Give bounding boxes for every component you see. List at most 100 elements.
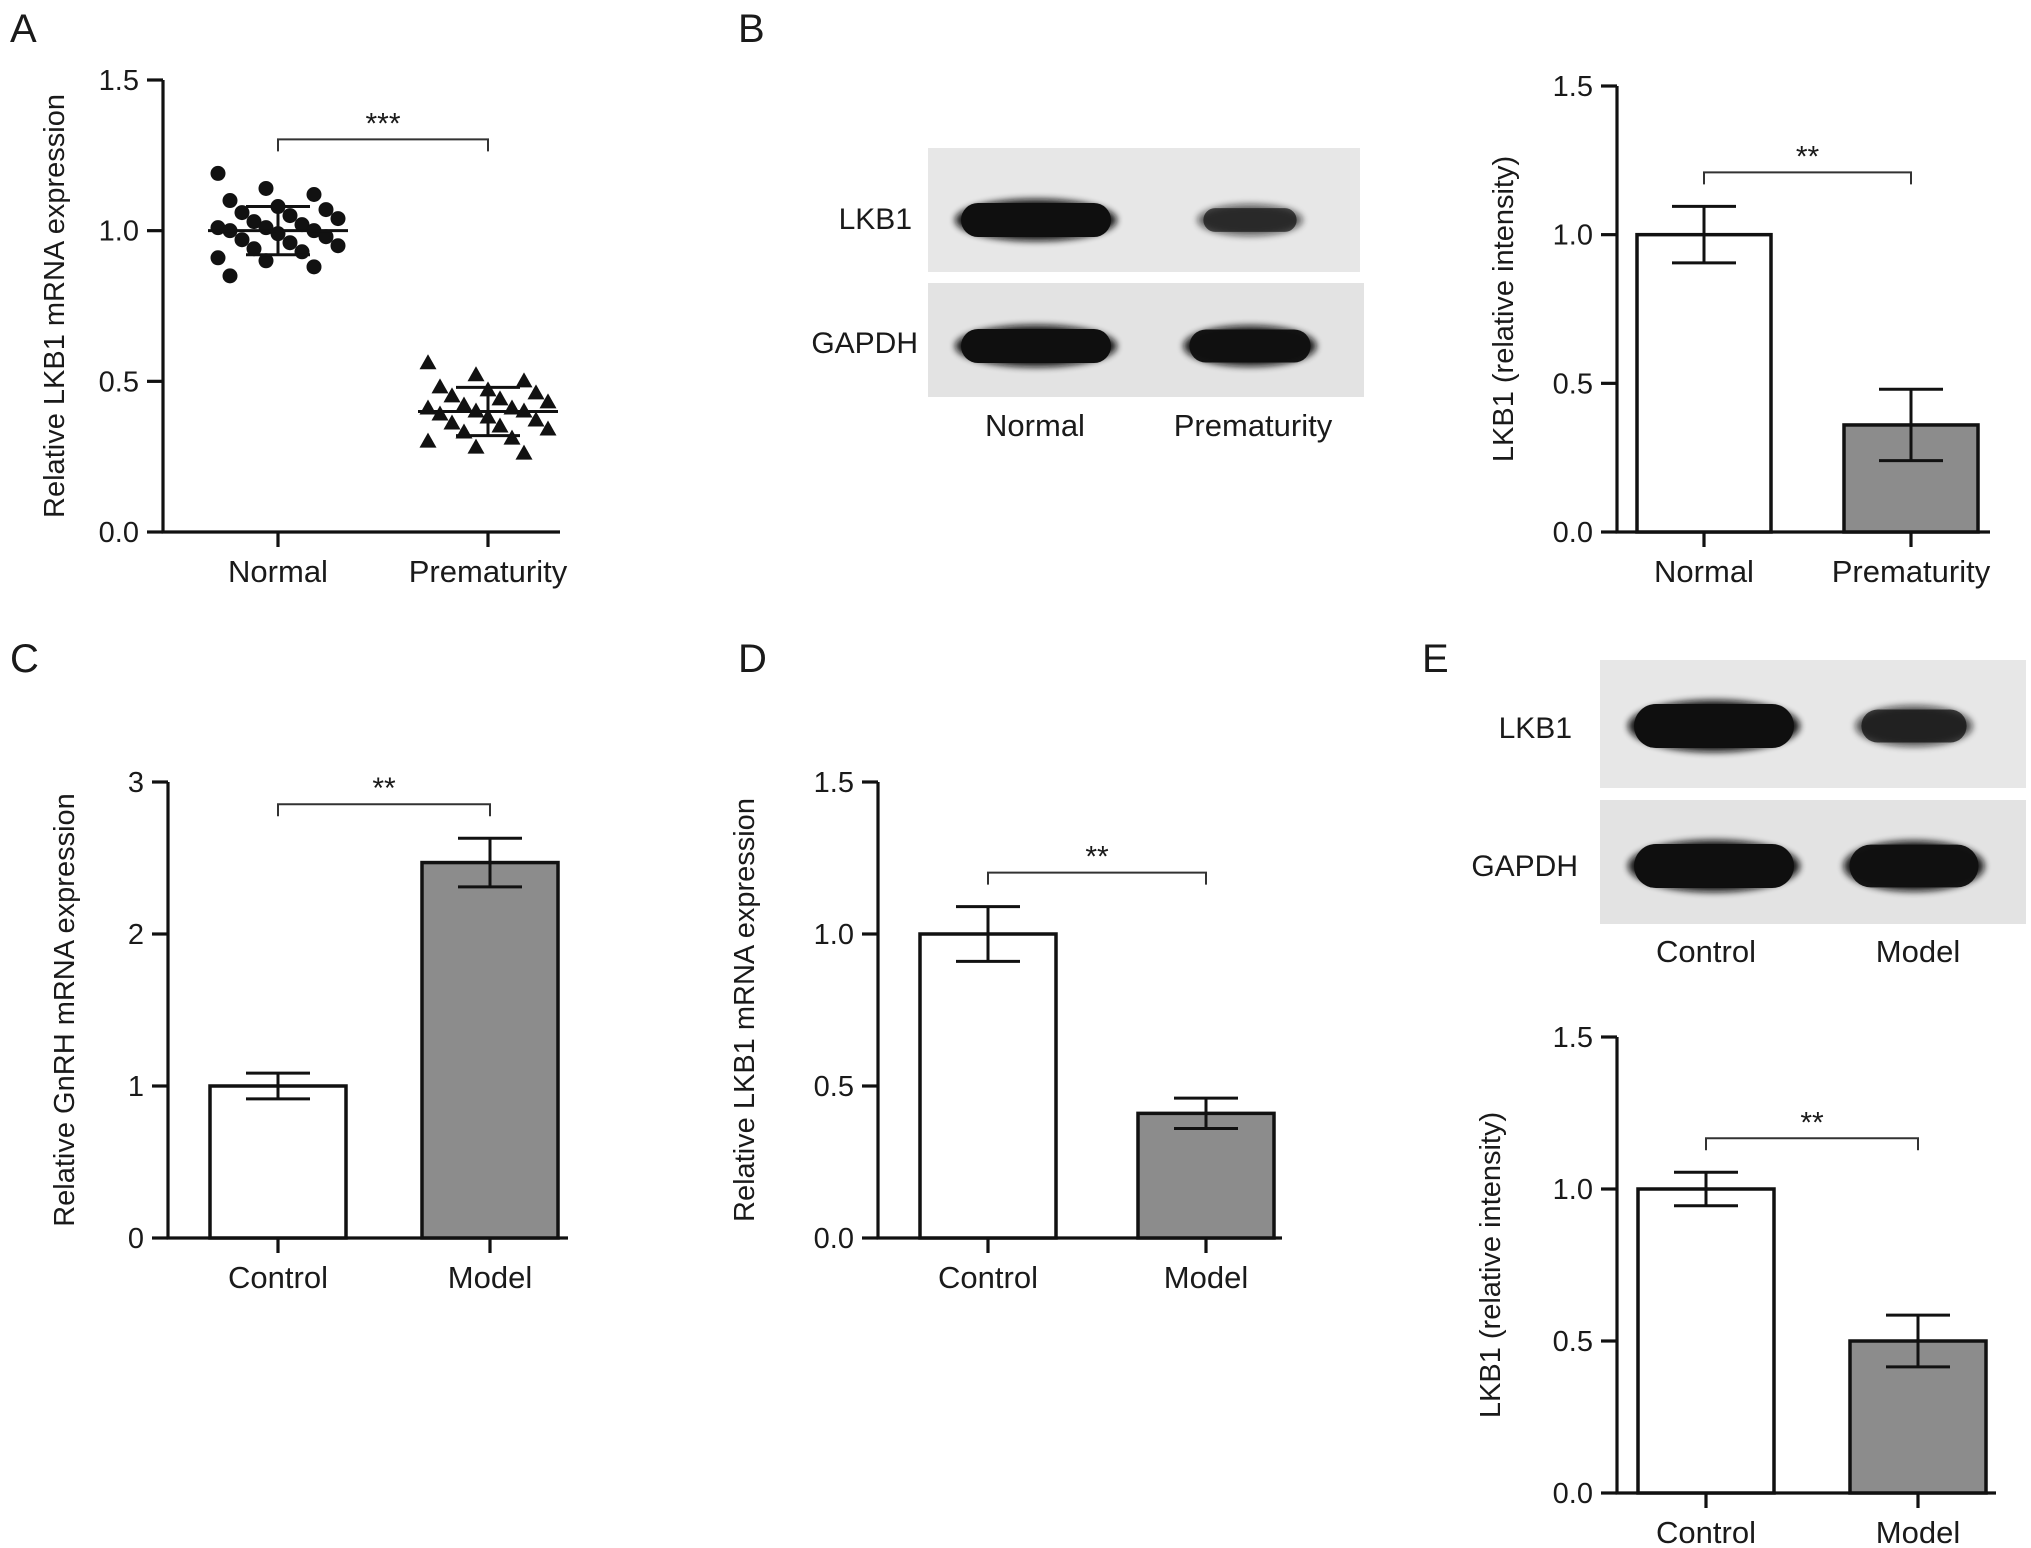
chart-a-point-prematurity (443, 414, 461, 430)
blot-e-lane-label-control: Control (1656, 934, 1756, 969)
blot-e-lane-label-model: Model (1876, 934, 1960, 969)
western-blot-e: LKB1 GAPDH Control Model (1471, 660, 2026, 969)
chart-a-point-normal (318, 202, 334, 218)
chart-c-x-label-model: Model (448, 1260, 532, 1295)
chart-c-y-tick-label: 1 (128, 1071, 144, 1103)
chart-b-x-label-prematurity: Prematurity (1832, 554, 1991, 589)
chart-a-point-normal (282, 235, 298, 251)
chart-b-bar: 0.0 0.5 1.0 1.5 Normal Prematurity LKB1 (relat… (1488, 71, 1991, 589)
chart-a-point-normal (222, 268, 238, 284)
chart-a-point-prematurity (515, 444, 533, 460)
chart-c-bar: 0 1 2 3 Control Model Relative GnRH mRNA expre… (49, 767, 568, 1295)
chart-a-point-prematurity (503, 429, 521, 445)
panel-letter-c: C (10, 637, 39, 681)
chart-a-y-tick-label: 0.0 (99, 517, 139, 549)
blot-e-row-label-gapdh: GAPDH (1471, 850, 1578, 883)
chart-a-point-prematurity (539, 393, 557, 409)
chart-b-significance-stars: ** (1796, 140, 1820, 173)
chart-b-bar-normal (1635, 232, 1773, 534)
blot-b-lane-label-normal: Normal (985, 408, 1085, 443)
panel-letter-a: A (10, 7, 37, 51)
chart-c-bar-control (208, 1084, 348, 1240)
chart-e-x-label-model: Model (1876, 1515, 1960, 1548)
chart-d-y-tick-label: 0.5 (814, 1071, 854, 1103)
chart-a-point-prematurity (431, 378, 449, 394)
chart-d-significance-stars: ** (1085, 841, 1109, 874)
chart-a-point-prematurity (455, 396, 473, 412)
chart-a-significance-stars: *** (365, 107, 400, 140)
chart-a-point-normal (318, 229, 334, 245)
blot-e-bands (1628, 700, 1985, 892)
blot-e-band-core-lkb1-model (1861, 709, 1967, 743)
chart-a-x-label-normal: Normal (228, 554, 328, 589)
chart-c-bar-model (420, 860, 560, 1240)
chart-e-y-axis-title: LKB1 (relative intensity) (1475, 1112, 1507, 1418)
blot-b-band-core-lkb1-prematurity (1203, 208, 1297, 232)
chart-a-point-normal (222, 193, 238, 209)
chart-b-y-tick-label: 0.0 (1553, 517, 1593, 549)
chart-a-point-normal (306, 259, 322, 275)
blot-b-band-core-lkb1-normal (961, 203, 1111, 237)
chart-e-significance-bracket (1705, 1137, 1919, 1151)
chart-a-significance-bracket (277, 138, 489, 152)
chart-b-y-tick-label: 1.0 (1553, 220, 1593, 252)
chart-a-x-label-prematurity: Prematurity (409, 554, 568, 589)
chart-c-y-axis-title: Relative GnRH mRNA expression (49, 793, 81, 1227)
chart-a-point-prematurity (419, 432, 437, 448)
blot-b-row-label-gapdh: GAPDH (811, 327, 918, 360)
blot-e-row-label-lkb1: LKB1 (1499, 712, 1572, 745)
chart-a-point-prematurity (419, 354, 437, 370)
chart-d-bar-control (918, 932, 1058, 1240)
chart-a-point-prematurity (467, 438, 485, 454)
chart-c-y-tick-label: 0 (128, 1223, 144, 1255)
chart-a-y-axis-title: Relative LKB1 mRNA expression (39, 94, 71, 518)
chart-e-y-tick-label: 0.5 (1553, 1326, 1593, 1358)
chart-c-significance-bracket (277, 803, 491, 817)
chart-a-point-normal (210, 250, 226, 266)
chart-e-bar: 0.0 0.5 1.0 1.5 Control Model LKB1 (relative i… (1475, 1022, 1996, 1548)
chart-e-x-label-control: Control (1656, 1515, 1756, 1548)
chart-e-significance-stars: ** (1800, 1106, 1824, 1139)
chart-c-y-tick-label: 3 (128, 767, 144, 799)
chart-e-y-tick-label: 1.5 (1553, 1022, 1593, 1054)
western-blot-b: LKB1 GAPDH Normal Prematurity (811, 148, 1364, 443)
chart-b-y-tick-label: 0.5 (1553, 368, 1593, 400)
chart-a-point-normal (306, 187, 322, 203)
chart-a-point-normal (210, 165, 226, 181)
chart-a-point-prematurity (527, 411, 545, 427)
chart-c-significance-stars: ** (372, 772, 396, 805)
blot-b-row-label-lkb1: LKB1 (839, 203, 912, 236)
chart-a-point-normal (330, 211, 346, 227)
blot-e-band-core-gapdh-control (1634, 844, 1794, 888)
chart-a-point-prematurity (515, 372, 533, 388)
chart-a-point-normal (258, 180, 274, 196)
chart-d-y-tick-label: 1.5 (814, 767, 854, 799)
chart-d-y-tick-label: 1.0 (814, 919, 854, 951)
chart-a-y-tick-label: 1.0 (99, 216, 139, 248)
chart-e-bar-control (1636, 1187, 1776, 1495)
chart-a-point-normal (294, 217, 310, 233)
chart-d-x-label-control: Control (938, 1260, 1038, 1295)
chart-b-y-tick-label: 1.5 (1553, 71, 1593, 103)
chart-b-y-axis-title: LKB1 (relative intensity) (1488, 156, 1520, 462)
chart-a-point-normal (258, 253, 274, 269)
chart-a-point-prematurity (431, 405, 449, 421)
chart-a-y-tick-label: 0.5 (99, 366, 139, 398)
blot-e-band-core-gapdh-model (1849, 844, 1979, 888)
chart-e-y-tick-label: 1.0 (1553, 1174, 1593, 1206)
panel-letter-e: E (1422, 637, 1449, 681)
blot-b-band-core-gapdh-normal (961, 329, 1111, 363)
chart-a-point-normal (246, 241, 262, 257)
chart-a-point-prematurity (539, 420, 557, 436)
chart-e-y-tick-label: 0.0 (1553, 1478, 1593, 1510)
chart-d-significance-bracket (987, 871, 1207, 885)
chart-a-point-prematurity (467, 366, 485, 382)
blot-b-lane-label-prematurity: Prematurity (1174, 408, 1333, 443)
chart-a-point-normal (234, 205, 250, 221)
blot-e-band-core-lkb1-control (1634, 704, 1794, 748)
blot-b-band-core-gapdh-prematurity (1189, 329, 1311, 363)
chart-a-point-normal (234, 232, 250, 248)
chart-a-point-prematurity (491, 390, 509, 406)
panel-letter-b: B (738, 7, 765, 51)
